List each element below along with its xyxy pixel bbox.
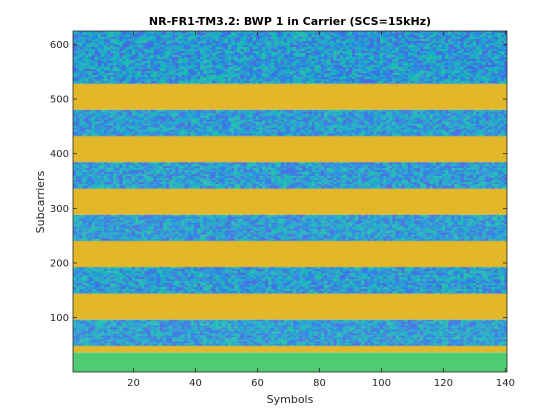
y-tick-label: 500	[50, 95, 69, 106]
x-axis-label: Symbols	[267, 393, 314, 406]
x-tick-label: 140	[496, 378, 515, 389]
x-tick-label: 60	[251, 378, 264, 389]
y-tick-label: 100	[50, 313, 69, 324]
y-axis-label: Subcarriers	[34, 170, 47, 233]
x-tick-label: 120	[434, 378, 453, 389]
chart-title: NR-FR1-TM3.2: BWP 1 in Carrier (SCS=15kH…	[149, 15, 431, 28]
heatmap-image	[73, 31, 507, 372]
axes-box	[72, 30, 508, 373]
x-tick-label: 20	[127, 378, 140, 389]
y-tick-label: 200	[50, 258, 69, 269]
x-tick-label: 80	[313, 378, 326, 389]
y-axis-ticks: 100 200 300 400 500 600	[50, 40, 507, 324]
x-axis-ticks: 20 40 60 80 100 120 140	[127, 31, 515, 389]
y-tick-label: 400	[50, 149, 69, 160]
heatmap-area	[73, 31, 507, 372]
y-tick-label: 600	[50, 40, 69, 51]
x-tick-label: 100	[372, 378, 391, 389]
y-tick-label: 300	[50, 204, 69, 215]
x-tick-label: 40	[189, 378, 202, 389]
